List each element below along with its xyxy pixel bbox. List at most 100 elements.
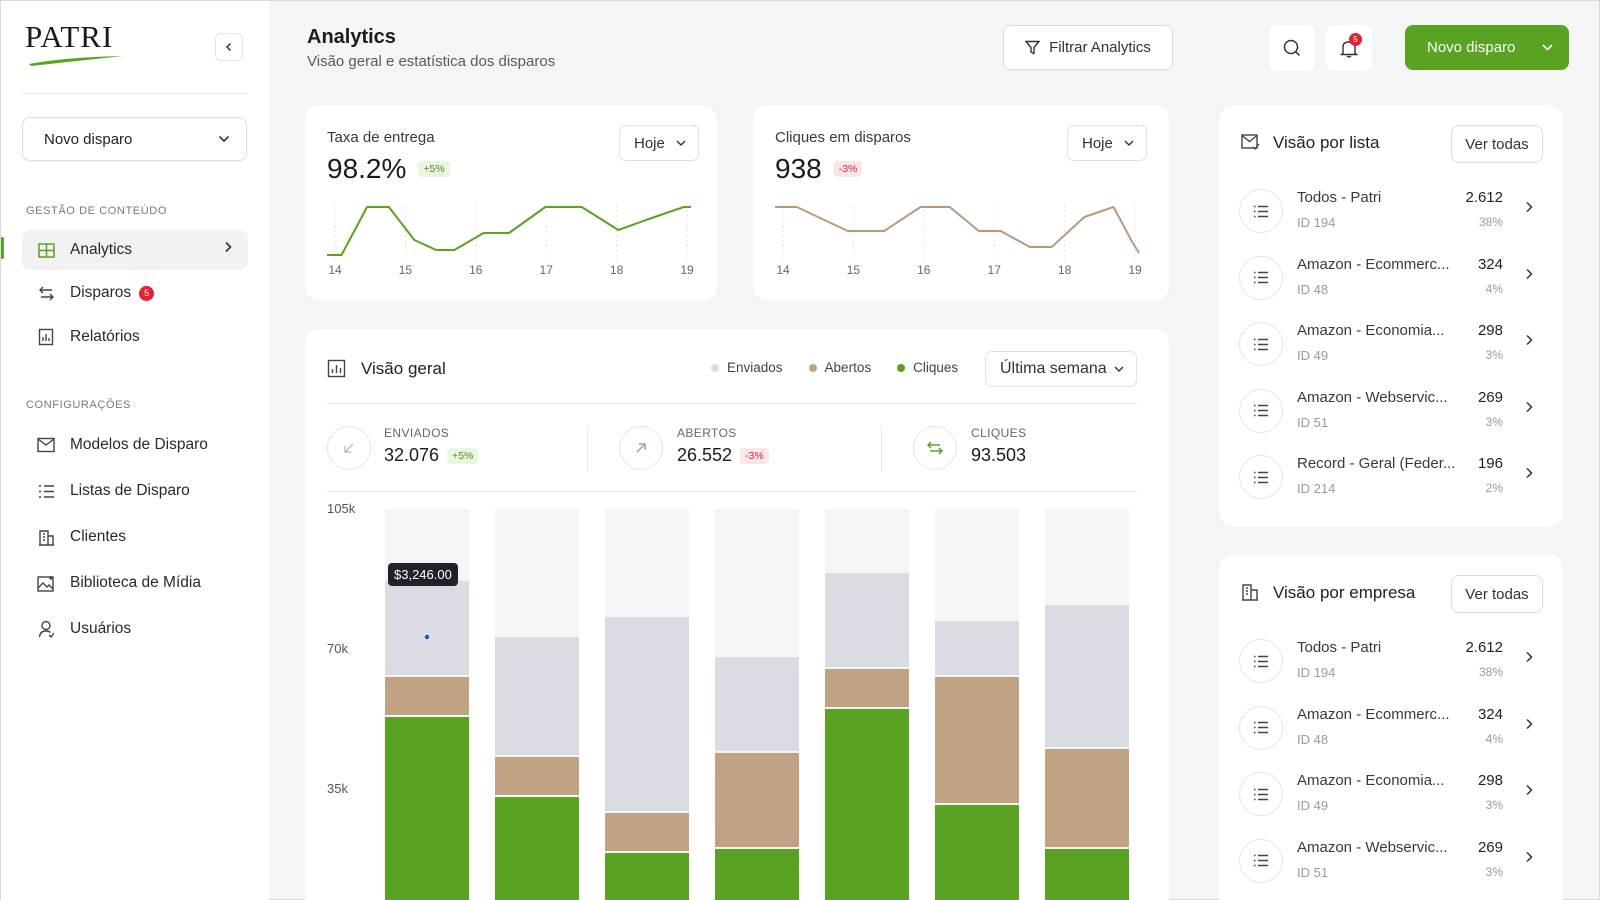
- chevron-right-icon: [1526, 718, 1533, 729]
- list-item[interactable]: Amazon - Ecommerc... ID 48 324 4%: [1239, 252, 1539, 302]
- arrow-up-right-icon: [636, 443, 646, 453]
- list-icon: [1239, 189, 1283, 233]
- opened-kpi-value: 26.552: [677, 445, 733, 465]
- new-dispatch-button[interactable]: Novo disparo: [1405, 25, 1569, 70]
- bar-segment-cliques[interactable]: [715, 849, 799, 900]
- sidebar-item-listas[interactable]: Listas de Disparo: [22, 471, 248, 511]
- list-item-value: 2.612: [1465, 189, 1503, 206]
- list-item-id: ID 194: [1297, 665, 1336, 680]
- grid-icon: [36, 240, 56, 260]
- bar-segment-abertos[interactable]: [935, 677, 1019, 803]
- sent-kpi-value: 32.076: [384, 445, 440, 465]
- filter-analytics-button[interactable]: Filtrar Analytics: [1003, 25, 1173, 70]
- list-item-id: ID 48: [1297, 731, 1329, 747]
- list-item[interactable]: Amazon - Economia... ID 49 298 3%: [1239, 768, 1539, 818]
- overview-period-select[interactable]: Última semana: [985, 351, 1137, 387]
- list-item-value: 324: [1477, 705, 1503, 723]
- bar-segment-abertos[interactable]: [1045, 749, 1129, 847]
- sidebar-item-relatorios[interactable]: Relatórios: [22, 317, 248, 357]
- delivery-sparkline: 14 15 16 17 18 19: [327, 205, 694, 277]
- list-view-see-all-button[interactable]: Ver todas: [1451, 125, 1543, 163]
- sidebar-item-analytics[interactable]: Analytics: [22, 230, 248, 270]
- list-icon: [1239, 388, 1283, 433]
- arrow-down-left-icon: [344, 443, 354, 453]
- bar-segment-abertos[interactable]: [495, 757, 579, 795]
- list-view-see-all-label: Ver todas: [1465, 135, 1529, 153]
- bar-segment-enviados[interactable]: [495, 637, 579, 755]
- main-content: Analytics Visão geral e estatística dos …: [269, 1, 1599, 900]
- patri-logo[interactable]: PATRI: [25, 21, 125, 69]
- sidebar-item-label: Relatórios: [70, 328, 140, 345]
- chevron-left-icon: [225, 42, 232, 52]
- section-label-content: GESTÃO DE CONTEÚDO: [26, 205, 167, 217]
- list-item-value: 2.612: [1465, 639, 1503, 656]
- list-item[interactable]: Todos - Patri ID 194 2.612 38%: [1239, 635, 1539, 685]
- clicks-period-select[interactable]: Hoje: [1067, 125, 1147, 161]
- bar-segment-enviados[interactable]: [385, 581, 469, 675]
- list-item[interactable]: Amazon - Webservic... ID 51 269 3%: [1239, 835, 1539, 885]
- delivery-period-select[interactable]: Hoje: [619, 125, 699, 161]
- filter-icon: [1025, 40, 1041, 55]
- clicks-kpi-label: CLIQUES: [971, 426, 1027, 440]
- bar-segment-cliques[interactable]: [1045, 849, 1129, 900]
- list-item[interactable]: Todos - Patri ID 194 2.612 38%: [1239, 185, 1539, 235]
- legend-label-cliques: Cliques: [913, 360, 959, 375]
- list-item-percent: 2%: [1485, 481, 1503, 495]
- chevron-right-icon: [1526, 651, 1533, 663]
- bar-segment-abertos[interactable]: [385, 677, 469, 715]
- clicks-value: 938: [775, 153, 822, 184]
- sidebar-item-label: Usuários: [70, 620, 132, 637]
- bar-segment-abertos[interactable]: [825, 669, 909, 707]
- bar-segment-cliques[interactable]: [935, 805, 1019, 900]
- company-view-see-all-button[interactable]: Ver todas: [1451, 575, 1543, 613]
- list-item-name: Amazon - Ecommerc...: [1297, 705, 1450, 723]
- bar-segment-abertos[interactable]: [605, 813, 689, 851]
- sidebar-item-clientes[interactable]: Clientes: [22, 517, 248, 557]
- overview-period-label: Última semana: [1000, 360, 1107, 377]
- y-tick-label: 105k: [327, 501, 356, 516]
- list-item[interactable]: Amazon - Webservic... ID 51 269 3%: [1239, 385, 1539, 435]
- section-label-config: CONFIGURAÇÕES: [26, 399, 131, 411]
- page-title: Analytics: [307, 26, 396, 48]
- bar-segment-enviados[interactable]: [935, 621, 1019, 675]
- notifications-button[interactable]: 5: [1326, 25, 1372, 71]
- sidebar-item-biblioteca[interactable]: Biblioteca de Mídia: [22, 563, 248, 603]
- sparkline-tick-label: 17: [988, 263, 1002, 277]
- bar-segment-cliques[interactable]: [605, 853, 689, 900]
- legend-label-abertos: Abertos: [824, 360, 872, 375]
- sidebar-item-disparos[interactable]: Disparos 5: [22, 273, 248, 313]
- sent-kpi-delta: +5%: [447, 447, 479, 464]
- building-icon: [36, 527, 56, 547]
- bar-segment-cliques[interactable]: [385, 717, 469, 900]
- list-item[interactable]: Amazon - Ecommerc... ID 48 324 4%: [1239, 702, 1539, 752]
- chart-tooltip: $3,246.00: [388, 563, 458, 586]
- clicks-card: Cliques em disparos 938 -3% Hoje 14 15 16 1…: [753, 105, 1169, 301]
- search-button[interactable]: [1269, 25, 1315, 71]
- sidebar-item-modelos[interactable]: Modelos de Disparo: [22, 425, 248, 465]
- chevron-right-icon: [1526, 851, 1533, 862]
- chevron-down-icon: [218, 135, 230, 143]
- new-dispatch-select[interactable]: Novo disparo: [22, 117, 247, 161]
- bar-segment-enviados[interactable]: [1045, 605, 1129, 747]
- bar-segment-cliques[interactable]: [495, 797, 579, 900]
- list-item-value: 298: [1477, 772, 1503, 789]
- opened-kpi-label: ABERTOS: [677, 426, 737, 440]
- y-tick-label: 70k: [327, 641, 348, 656]
- bar-segment-cliques[interactable]: [825, 709, 909, 900]
- new-dispatch-select-label: Novo disparo: [44, 130, 133, 148]
- bar-segment-enviados[interactable]: [825, 573, 909, 667]
- list-item-name: Record - Geral (Feder...: [1297, 455, 1456, 472]
- bar-segment-abertos[interactable]: [715, 753, 799, 847]
- swap-icon: [927, 441, 943, 455]
- collapse-sidebar-button[interactable]: [215, 33, 243, 61]
- chevron-down-icon: [1114, 366, 1124, 372]
- sidebar-item-usuarios[interactable]: Usuários: [22, 609, 248, 649]
- list-item-id: ID 49: [1297, 798, 1329, 813]
- bar-segment-enviados[interactable]: [605, 617, 689, 811]
- list-item[interactable]: Amazon - Economia... ID 49 298 3%: [1239, 318, 1539, 368]
- bar-segment-enviados[interactable]: [715, 657, 799, 751]
- chevron-right-icon: [1526, 401, 1533, 412]
- list-item-percent: 38%: [1478, 215, 1503, 229]
- list-item[interactable]: Record - Geral (Feder... ID 214 196 2%: [1239, 451, 1539, 501]
- sparkline-tick-label: 15: [847, 263, 861, 277]
